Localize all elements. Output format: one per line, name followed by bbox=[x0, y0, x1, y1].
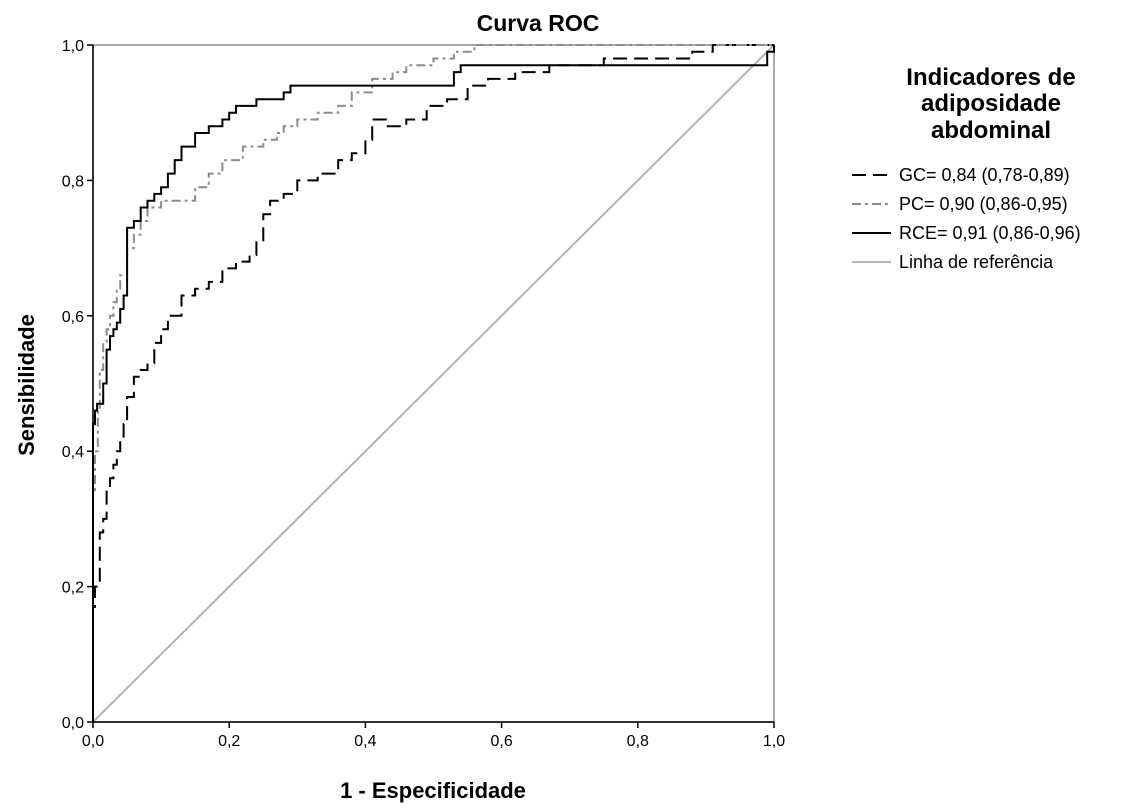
legend: Indicadores de adiposidade abdominal GC=… bbox=[852, 64, 1081, 272]
series-line-pc bbox=[92, 44, 774, 722]
y-axis-title: Sensibilidade bbox=[14, 314, 39, 456]
x-tick-label: 0,6 bbox=[490, 733, 512, 750]
x-tick-label: 0,2 bbox=[218, 733, 240, 750]
y-axis: 0,0 0,2 0,4 0,6 0,8 1,0 bbox=[62, 38, 94, 732]
x-tick-label: 0,8 bbox=[627, 733, 649, 750]
y-tick-label: 0,0 bbox=[62, 715, 84, 732]
y-tick-label: 0,8 bbox=[62, 173, 84, 190]
legend-label-gc: GC= 0,84 (0,78-0,89) bbox=[899, 165, 1070, 185]
chart-title: Curva ROC bbox=[477, 10, 600, 36]
series-line-linha-de-referencia bbox=[92, 44, 775, 723]
legend-title-line-1: Indicadores de bbox=[906, 64, 1075, 91]
series-line-rce bbox=[92, 45, 775, 722]
x-axis-title: 1 - Especificidade bbox=[340, 778, 526, 803]
legend-label-pc: PC= 0,90 (0,86-0,95) bbox=[899, 194, 1068, 214]
y-tick-label: 0,4 bbox=[62, 444, 84, 461]
series-layer bbox=[92, 44, 775, 723]
x-axis: 0,0 0,2 0,4 0,6 0,8 1,0 bbox=[82, 721, 785, 750]
legend-title-line-3: abdominal bbox=[931, 117, 1051, 144]
series-line-gc bbox=[92, 44, 774, 722]
legend-title-line-2: adiposidade bbox=[921, 90, 1061, 117]
plot-area bbox=[92, 44, 775, 723]
legend-label-rce: RCE= 0,91 (0,86-0,96) bbox=[899, 223, 1081, 243]
legend-items: GC= 0,84 (0,78-0,89) PC= 0,90 (0,86-0,95)… bbox=[852, 165, 1081, 272]
y-tick-label: 1,0 bbox=[62, 38, 84, 55]
legend-label-linha-de-referencia: Linha de referência bbox=[899, 252, 1054, 272]
y-tick-label: 0,2 bbox=[62, 580, 84, 597]
x-tick-label: 1,0 bbox=[763, 733, 785, 750]
x-tick-label: 0,0 bbox=[82, 733, 104, 750]
y-tick-label: 0,6 bbox=[62, 309, 84, 326]
x-tick-label: 0,4 bbox=[354, 733, 376, 750]
